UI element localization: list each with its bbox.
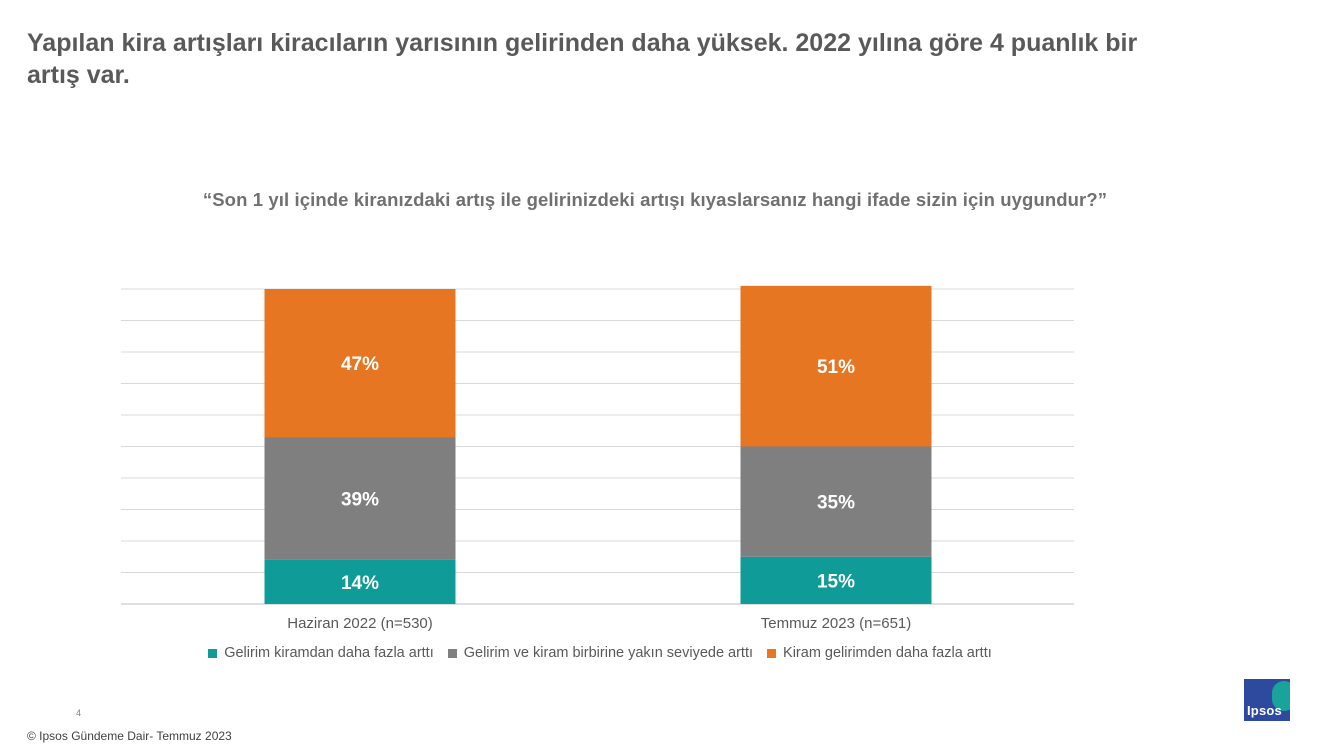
logo-text: Ipsos (1247, 703, 1282, 718)
footer-text: Gündeme Dair- Temmuz 2023 (67, 729, 232, 743)
bar-segment (740, 285, 932, 447)
data-label: 15% (817, 571, 855, 592)
bar-segment (264, 437, 456, 560)
legend-label: Kiram gelirimden daha fazla arttı (783, 645, 992, 661)
data-label: 35% (817, 493, 855, 514)
data-label: 39% (341, 489, 379, 510)
data-label: 51% (817, 357, 855, 378)
legend-item: Gelirim ve kiram birbirine yakın seviyed… (447, 645, 754, 661)
bar-segment (740, 556, 932, 604)
legend-swatch (767, 648, 777, 658)
category-label: Temmuz 2023 (n=651) (761, 615, 912, 632)
logo-mark-shape (1272, 681, 1290, 711)
legend-item: Kiram gelirimden daha fazla arttı (767, 645, 992, 661)
slide-headline: Yapılan kira artışları kiracıların yarıs… (27, 29, 1138, 89)
data-label: 14% (341, 573, 379, 594)
legend-swatch (447, 648, 457, 658)
category-label: Haziran 2022 (n=530) (287, 615, 433, 632)
chart-legend: Gelirim kiramdan daha fazla arttı Gelirim… (0, 645, 1200, 661)
stacked-bar-chart: 14% 39% 47% Haziran 2022 (n=530) 15% 35% 51% Te… (121, 285, 1074, 632)
bar-segment (740, 446, 932, 557)
bar-segment (264, 559, 456, 604)
survey-question: “Son 1 yıl içinde kiranızdaki artış ile … (202, 189, 1108, 210)
page-number: 4 (76, 708, 82, 718)
footer: © Ipsos Gündeme Dair- Temmuz 2023 (27, 729, 232, 743)
legend-label: Gelirim ve kiram birbirine yakın seviyed… (463, 645, 754, 661)
bar-segment (264, 289, 456, 438)
data-label: 47% (341, 354, 379, 375)
footer-copyright: © Ipsos (27, 729, 68, 743)
legend-swatch (208, 648, 218, 658)
legend-item: Gelirim kiramdan daha fazla arttı (208, 645, 434, 661)
ipsos-logo: Ipsos (1244, 679, 1290, 721)
legend-label: Gelirim kiramdan daha fazla arttı (224, 645, 434, 661)
